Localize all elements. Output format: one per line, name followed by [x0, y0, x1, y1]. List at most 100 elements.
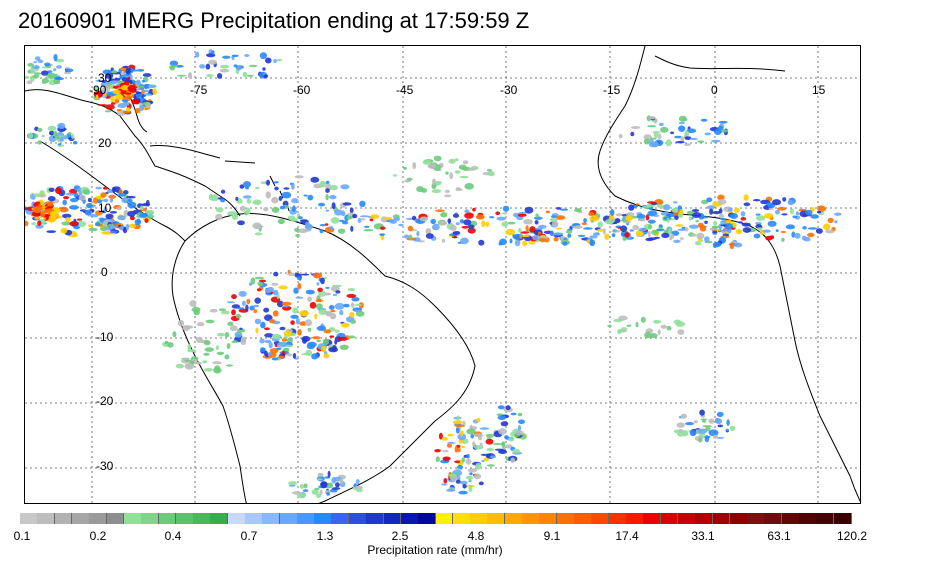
precip-cell — [254, 297, 261, 304]
precip-cell — [756, 227, 763, 231]
precip-cell — [834, 212, 842, 216]
precip-cell — [560, 208, 569, 211]
precip-cell — [647, 219, 656, 224]
precip-cell — [706, 205, 715, 210]
precip-cell — [297, 282, 302, 290]
precip-cell — [103, 206, 108, 213]
precip-cell — [486, 433, 495, 438]
colorbar-swatch — [781, 513, 800, 524]
precip-cell — [175, 363, 185, 369]
precip-cell — [663, 204, 671, 211]
precip-cell — [257, 281, 264, 286]
precip-cell — [355, 479, 360, 485]
precip-cell — [461, 445, 466, 449]
precip-cell — [677, 228, 687, 231]
precip-cell — [320, 481, 328, 489]
precip-cell — [95, 210, 103, 216]
precip-cell — [34, 133, 38, 139]
precip-cell — [144, 218, 149, 224]
precip-cell — [671, 207, 679, 213]
precip-cell — [287, 215, 296, 221]
precip-cell — [330, 309, 336, 313]
precip-cell — [403, 166, 407, 170]
precip-cell — [416, 186, 424, 193]
precip-cell — [501, 441, 506, 448]
precip-cell — [255, 327, 259, 334]
precip-cell — [319, 224, 326, 227]
precip-cell — [327, 483, 334, 486]
precip-cell — [485, 221, 490, 227]
colorbar-swatch — [764, 513, 783, 524]
precip-cell — [459, 430, 464, 437]
precip-cell — [55, 187, 62, 195]
precip-cell — [478, 481, 484, 486]
precip-cell — [647, 125, 657, 128]
precip-cell — [167, 342, 174, 348]
precip-cell — [100, 192, 107, 198]
precip-cell — [350, 319, 357, 324]
precip-cell — [236, 200, 243, 204]
precip-cell — [199, 64, 206, 69]
precip-cell — [286, 272, 297, 276]
precip-cell — [466, 453, 470, 459]
precip-cell — [815, 228, 823, 234]
precip-cell — [33, 61, 37, 64]
precip-cell — [238, 290, 247, 297]
precip-cell — [455, 427, 460, 434]
precip-cell — [528, 240, 536, 245]
precip-cell — [335, 482, 340, 488]
colorbar-swatch — [695, 513, 713, 524]
precip-cell — [676, 422, 685, 428]
precip-cell — [53, 130, 58, 138]
precip-cell — [704, 435, 710, 443]
precip-cell — [127, 198, 133, 203]
precip-cell — [485, 438, 494, 445]
precip-cell — [407, 225, 414, 232]
precip-cell — [277, 355, 286, 359]
precip-cell — [240, 336, 247, 342]
precip-cell — [311, 353, 319, 360]
coastline-iberia — [654, 55, 786, 72]
precip-cell — [505, 444, 513, 449]
precip-cell — [299, 484, 305, 489]
precip-cell — [614, 218, 621, 224]
precip-cell — [738, 221, 743, 224]
precip-cell — [311, 336, 321, 340]
precip-cell — [245, 207, 251, 215]
precip-cell — [459, 480, 468, 485]
colorbar-tick: 2.5 — [391, 529, 409, 543]
precipitation-map[interactable]: -90 -75 -60 -45 -30 -15 0 15 30 20 10 0 … — [24, 45, 861, 504]
precip-cell — [236, 65, 242, 71]
precip-cell — [57, 143, 62, 146]
precip-cell — [735, 228, 743, 235]
precip-cell — [524, 206, 534, 214]
precip-cell — [317, 298, 322, 302]
precip-cell — [350, 302, 355, 308]
precip-cell — [337, 336, 348, 341]
colorbar-swatch — [141, 513, 159, 524]
precip-cell — [458, 490, 468, 495]
precip-cell — [666, 217, 670, 223]
precip-cell — [248, 282, 253, 286]
precip-cell — [803, 236, 811, 242]
precip-cell — [121, 99, 129, 103]
precip-cell — [479, 427, 490, 430]
precip-cell — [573, 225, 583, 229]
precip-cell — [262, 67, 266, 71]
precip-cell — [398, 223, 404, 227]
precip-cell — [581, 222, 587, 225]
precip-cell — [279, 326, 286, 331]
precip-cell — [510, 412, 517, 416]
precip-cell — [288, 484, 296, 487]
precip-cell — [442, 456, 451, 461]
precip-cell — [468, 485, 473, 492]
precip-cell — [325, 180, 330, 185]
precip-cell — [726, 419, 730, 426]
precip-cell — [635, 203, 640, 206]
precip-cell — [62, 199, 67, 206]
precip-cell — [342, 202, 352, 206]
precip-cell — [271, 282, 279, 286]
precip-cell — [701, 199, 709, 205]
precip-cell — [72, 232, 78, 238]
precip-cell — [335, 290, 341, 294]
